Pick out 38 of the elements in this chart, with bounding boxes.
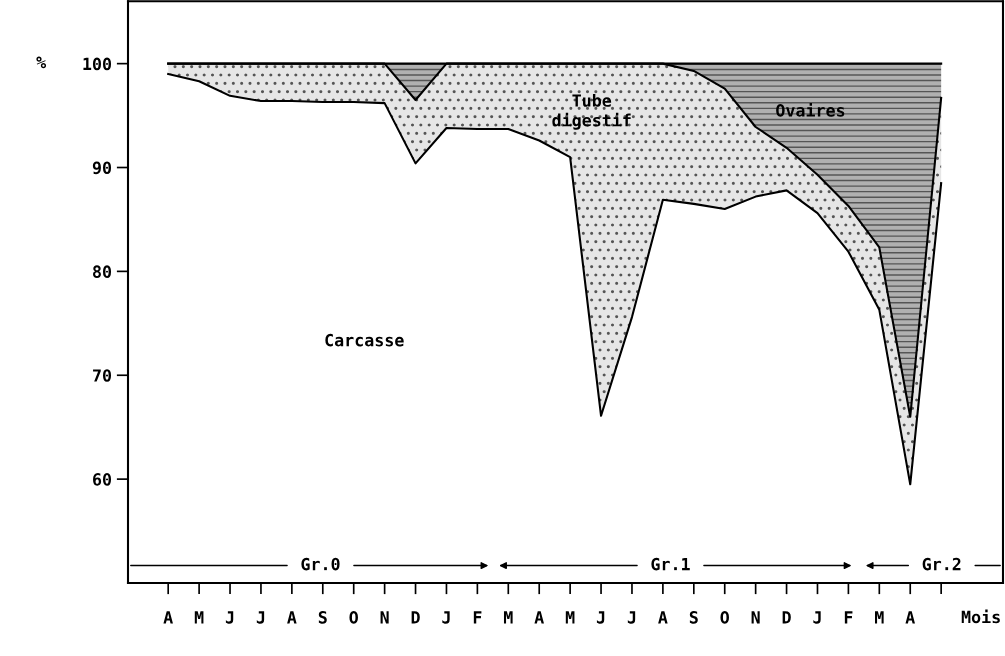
x-tick-label: J (813, 611, 821, 624)
x-tick-label: O (349, 611, 358, 624)
x-tick-label: S (318, 611, 327, 624)
x-tick-label: J (442, 611, 450, 624)
x-tick-label: M (503, 611, 513, 624)
x-tick-label: J (256, 611, 265, 624)
x-tick-label: M (875, 611, 884, 624)
y-tick-label: 70 (93, 369, 112, 382)
x-tick-label: D (411, 611, 420, 624)
x-tick-label: J (225, 611, 234, 624)
annotation: Tube digestif (552, 93, 631, 130)
y-tick-label: 90 (92, 161, 112, 175)
x-axis-title: Mois (961, 609, 1000, 624)
x-tick-label: F (844, 611, 853, 624)
y-tick-label: 60 (93, 473, 112, 486)
y-tick-label: 100 (83, 57, 112, 71)
x-tick-label: N (380, 611, 389, 624)
annotation: Gr.0 (301, 557, 340, 571)
x-tick-label: A (534, 611, 544, 624)
x-tick-label: A (905, 611, 915, 624)
x-tick-label: S (689, 611, 698, 624)
x-tick-label: A (287, 611, 297, 624)
x-tick-label: N (751, 611, 760, 624)
x-tick-label: M (565, 611, 575, 624)
annotation: Gr.1 (651, 557, 690, 571)
x-tick-label: O (720, 611, 729, 624)
x-tick-label: A (163, 611, 173, 624)
annotation: Gr.2 (922, 557, 961, 571)
x-tick-label: M (194, 611, 204, 624)
x-tick-label: J (627, 611, 636, 624)
x-tick-label: F (473, 611, 482, 624)
y-axis-title: % (36, 56, 47, 69)
x-tick-label: A (658, 611, 668, 624)
annotation: Carcasse (325, 333, 404, 347)
y-tick-label: 80 (93, 265, 112, 278)
annotation: Ovaires (776, 102, 845, 117)
x-tick-label: J (596, 611, 605, 624)
x-tick-label: D (782, 611, 791, 624)
